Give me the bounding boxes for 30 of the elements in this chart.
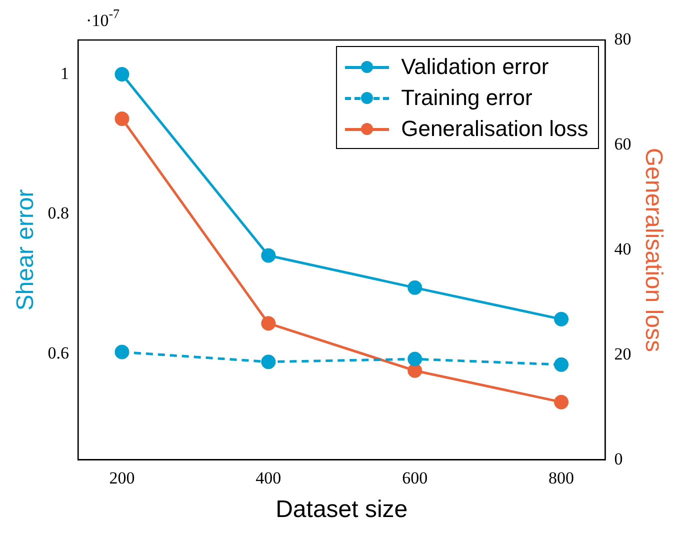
- y2-tick-label: 60: [614, 134, 632, 154]
- point: [114, 67, 130, 82]
- x-tick-label: 200: [109, 468, 135, 488]
- x-axis-title: Dataset size: [276, 496, 408, 524]
- x-tick-label: 400: [256, 468, 282, 488]
- point: [408, 363, 422, 378]
- legend-label: Training error: [401, 84, 534, 110]
- point: [408, 280, 422, 295]
- legend-label: Validation error: [401, 54, 550, 80]
- y-tick-label: 0.8: [48, 204, 70, 223]
- x-tick-label: 600: [402, 468, 428, 488]
- legend-label: Generalisation loss: [401, 116, 588, 142]
- y-axis-title: Shear error: [12, 189, 40, 311]
- y2-axis-title: Generalisation loss: [640, 148, 667, 352]
- point: [554, 394, 569, 410]
- point: [261, 354, 276, 370]
- point: [554, 357, 569, 372]
- x-tick-label: 800: [548, 468, 574, 488]
- y2-tick-label: 0: [614, 449, 623, 468]
- y2-tick-label: 80: [614, 29, 632, 48]
- point: [554, 312, 569, 326]
- y-tick-label: 0.6: [48, 344, 70, 363]
- y2-tick-label: 40: [614, 239, 632, 258]
- y-tick-label: 1: [60, 64, 70, 83]
- point: [261, 316, 276, 331]
- y2-tick-label: 20: [614, 344, 632, 364]
- point: [114, 111, 130, 126]
- point: [408, 352, 422, 366]
- point: [261, 248, 276, 263]
- point: [114, 344, 130, 360]
